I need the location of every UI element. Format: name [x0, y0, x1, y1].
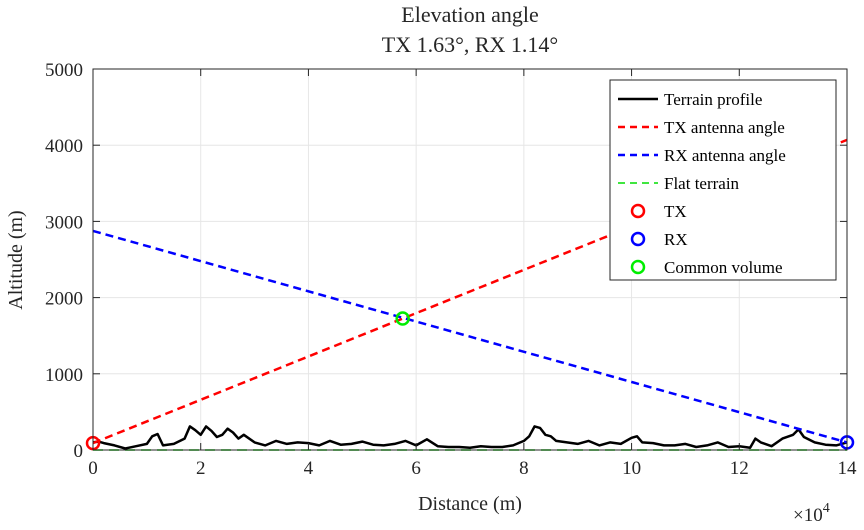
legend-label-common-volume: Common volume [664, 258, 783, 277]
x-tick-label: 8 [519, 458, 529, 479]
legend-items: Terrain profile TX antenna angle RX antenn… [618, 90, 786, 277]
y-tick-label: 4000 [45, 136, 83, 157]
y-tick-label: 1000 [45, 365, 83, 386]
x-tick-label: 14 [838, 458, 858, 479]
x-exponent-base: ×10 [793, 505, 823, 525]
x-tick-label: 6 [411, 458, 421, 479]
chart-title-line-1: Elevation angle [401, 2, 538, 27]
series-rx-antenna-angle [92, 229, 848, 444]
legend-swatch-common-volume [630, 259, 646, 275]
y-axis-label: Altitude (m) [5, 210, 27, 309]
legend-label-flat-terrain: Flat terrain [664, 174, 740, 193]
legend-label-terrain-profile: Terrain profile [664, 90, 762, 109]
y-tick-label: 5000 [45, 60, 83, 81]
legend-label-rx-antenna-angle: RX antenna angle [664, 146, 786, 165]
legend-swatch-rx [630, 231, 646, 247]
x-tick-label: 2 [196, 458, 206, 479]
legend-box [609, 79, 837, 281]
marker-common-volume [395, 311, 410, 326]
legend: Terrain profile TX antenna angle RX antenn… [609, 79, 837, 281]
plot-frame [92, 68, 848, 451]
chart-title-line-2: TX 1.63°, RX 1.14° [382, 32, 558, 57]
legend-label-rx: RX [664, 230, 688, 249]
x-axis-label: Distance (m) [418, 493, 522, 515]
x-tick-label: 12 [730, 458, 749, 479]
x-exponent-label: ×104 [793, 501, 830, 525]
x-exponent-power: 4 [823, 501, 830, 516]
x-tick-label: 10 [622, 458, 641, 479]
tick-layer: 0 2 4 6 8 10 12 14 0 1000 2000 3000 4000 5000 [45, 60, 857, 479]
y-tick-label: 3000 [45, 212, 83, 233]
legend-label-tx: TX [664, 202, 687, 221]
legend-label-tx-antenna-angle: TX antenna angle [664, 118, 785, 137]
x-tick-label: 4 [304, 458, 314, 479]
y-tick-label: 2000 [45, 289, 83, 310]
x-tick-label: 0 [88, 458, 98, 479]
legend-swatch-tx [630, 203, 646, 219]
y-tick-label: 0 [74, 441, 84, 462]
series-terrain-profile [92, 425, 848, 450]
